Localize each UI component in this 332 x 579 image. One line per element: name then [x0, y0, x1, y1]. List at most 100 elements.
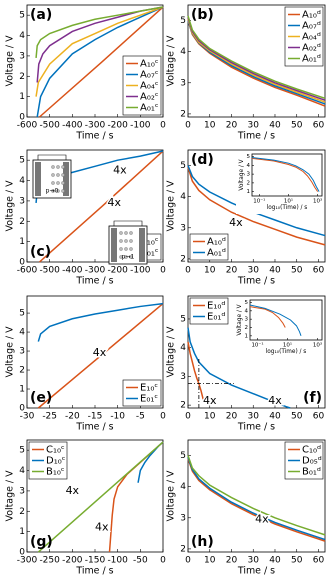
legend-entry: D₁₀ᶜ [46, 456, 66, 467]
y-tick-label: 2 [180, 401, 186, 411]
y-axis-label: Voltage / V [165, 326, 176, 378]
y-tick-label: 4 [19, 31, 25, 41]
x-tick-label: -400 [62, 121, 83, 131]
x-tick-label: 60 [313, 121, 325, 131]
y-tick-label: 3 [19, 486, 25, 496]
x-tick-label: -300 [17, 556, 38, 566]
legend-entry: E₀₁ᶜ [140, 394, 158, 405]
schematic-electrode [35, 162, 41, 196]
x-tick-label: 40 [269, 266, 281, 276]
y-tick-label: 1 [19, 92, 25, 102]
legend-entry: A₀₁ᵈ [302, 54, 321, 65]
x-tick-label: -20 [65, 412, 80, 422]
series-line [187, 18, 326, 103]
x-tick-label: 50 [291, 121, 303, 131]
x-tick-label: 10¹ [283, 341, 292, 348]
legend-entry: A₀₁ᶜ [140, 103, 159, 114]
x-tick-label: 10⁻¹ [251, 341, 263, 348]
series-line [249, 306, 286, 328]
schematic-ion [119, 255, 123, 259]
schematic-ion [124, 247, 128, 251]
x-tick-label: -5 [136, 412, 145, 422]
x-tick-label: 30 [248, 266, 260, 276]
y-tick-label: 3 [180, 372, 186, 382]
y-tick-label: 0 [19, 404, 25, 414]
series-line [187, 458, 326, 542]
x-tick-label: -50 [133, 556, 148, 566]
y-tick-label: 2 [19, 217, 25, 227]
x-tick-label: 10 [204, 121, 216, 131]
schematic-ion [51, 189, 55, 193]
y-tick-label: 2 [180, 254, 186, 264]
x-tick-label: -150 [85, 556, 106, 566]
annotation: 4x [268, 394, 282, 407]
schematic-label: p→0 [46, 188, 59, 195]
y-tick-label: 5 [180, 16, 186, 26]
y-tick-label: 2 [19, 366, 25, 376]
y-tick-label: 0 [19, 113, 25, 123]
legend-entry: A₀₇ᶜ [140, 70, 159, 81]
panel-label: (a) [30, 7, 52, 23]
legend-box [189, 297, 229, 325]
schematic-wire [37, 154, 67, 160]
schematic-ion [124, 255, 128, 259]
x-tick-label: -600 [17, 121, 38, 131]
x-axis-label: Time / s [75, 130, 113, 141]
y-tick-label: 5 [19, 446, 25, 456]
x-axis-label: Time / s [75, 565, 113, 576]
series-line [187, 166, 326, 246]
legend-entry: A₀₄ᶜ [140, 81, 159, 92]
x-tick-label: -30 [20, 412, 35, 422]
x-tick-label: 60 [313, 266, 325, 276]
y-tick-label: 3 [247, 172, 251, 178]
y-tick-label: 5 [180, 161, 186, 171]
x-axis-label: Time / s [237, 421, 275, 432]
y-tick-label: 5 [19, 156, 25, 166]
legend-entry: A₁₀ᵈ [207, 237, 226, 248]
legend-entry: A₁₀ᶜ [140, 59, 159, 70]
y-tick-label: 4 [180, 192, 186, 202]
x-tick-label: 10⁻¹ [253, 197, 265, 204]
x-tick-label: 10 [204, 556, 216, 566]
y-tick-label: 5 [245, 300, 249, 306]
x-tick-label: 60 [313, 412, 325, 422]
x-tick-label: 50 [291, 412, 303, 422]
panel-label: (c) [30, 244, 51, 260]
x-tick-label: -200 [107, 266, 128, 276]
series-line [249, 304, 302, 336]
schematic-ion [56, 181, 60, 185]
annotation: 4x [203, 394, 217, 407]
series-line [251, 157, 319, 192]
y-tick-label: 2 [19, 507, 25, 517]
y-tick-label: 2 [19, 72, 25, 82]
annotation: 4x [66, 484, 80, 497]
x-tick-label: -100 [130, 266, 151, 276]
x-tick-label: -600 [17, 266, 38, 276]
schematic-ion [51, 181, 55, 185]
y-tick-label: 3 [19, 347, 25, 357]
schematic-ion [129, 239, 133, 243]
x-tick-label: 20 [226, 266, 238, 276]
annotation: 4x [108, 196, 122, 209]
plot-frame [249, 299, 323, 341]
y-tick-label: 2 [245, 325, 249, 331]
legend-entry: C₁₀ᶜ [46, 445, 65, 456]
series-line [37, 441, 164, 553]
x-tick-label: 0 [160, 556, 166, 566]
x-tick-label: 0 [160, 412, 166, 422]
x-tick-label: 0 [185, 121, 191, 131]
y-tick-label: 4 [180, 343, 186, 353]
annotation: 4x [93, 346, 107, 359]
y-tick-label: 3 [180, 78, 186, 88]
legend-entry: D₀₅ᵈ [302, 456, 322, 467]
x-tick-label: 10³ [313, 197, 322, 204]
schematic-ion [61, 165, 65, 169]
y-tick-label: 4 [180, 47, 186, 57]
x-tick-label: 20 [226, 412, 238, 422]
legend-entry: B₁₀ᶜ [46, 467, 65, 478]
y-tick-label: 4 [19, 176, 25, 186]
x-tick-label: 10³ [313, 341, 322, 348]
x-tick-label: -200 [62, 556, 83, 566]
legend-box [122, 379, 162, 407]
x-axis-label: log₁₀(Time) / s [266, 349, 307, 355]
